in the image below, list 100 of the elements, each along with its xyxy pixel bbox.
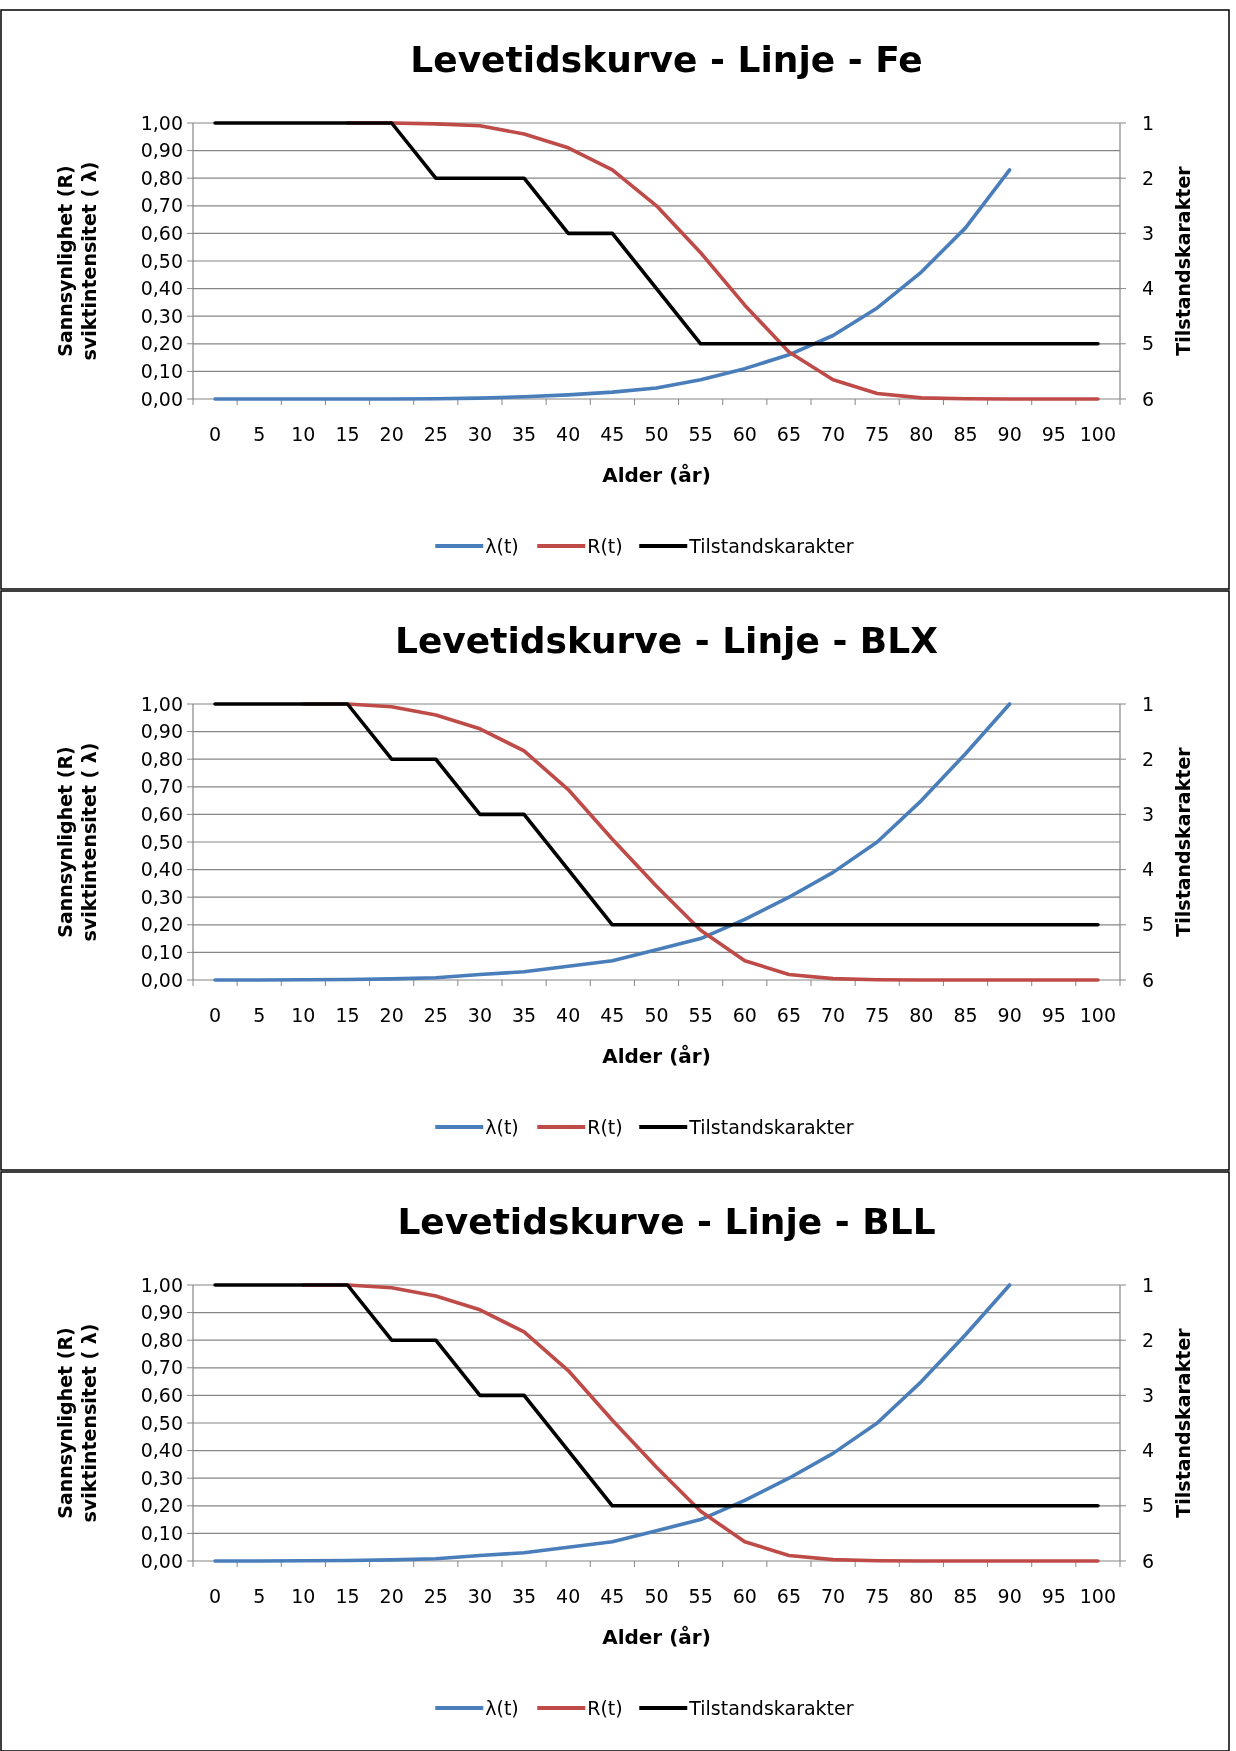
x-tick-label: 100	[1079, 423, 1117, 445]
x-tick-label: 35	[511, 1004, 537, 1026]
y-tick-label: 0,90	[140, 720, 183, 743]
x-tick-label: 5	[253, 1004, 266, 1026]
x-tick-label: 0	[209, 1004, 222, 1026]
x-tick-label: 45	[600, 1004, 625, 1026]
x-tick-label: 25	[423, 423, 448, 445]
legend-label: R(t)	[587, 534, 623, 557]
chart-title: Levetidskurve - Linje - BLX	[394, 620, 939, 661]
line-series	[213, 702, 1012, 982]
y-tick-label: 0,60	[140, 222, 183, 245]
y-tick-label: 0,10	[140, 941, 183, 964]
x-tick-label: 5	[253, 1585, 266, 1607]
y-tick-label: 0,70	[140, 775, 183, 798]
y2-tick-label: 3	[1141, 803, 1155, 826]
x-tick-label: 0	[209, 1585, 222, 1607]
x-tick-label: 35	[511, 423, 537, 445]
line-series	[213, 702, 1100, 927]
x-tick-label: 40	[556, 1004, 581, 1026]
y-tick-label: 0,30	[140, 304, 183, 327]
x-tick-label: 15	[335, 423, 360, 445]
x-tick-label: 25	[423, 1585, 448, 1607]
y2-axis-title: Tilstandskarakter	[1172, 1327, 1194, 1518]
y-tick-label: 0,80	[140, 747, 183, 770]
line-series	[213, 168, 1012, 401]
x-tick-label: 45	[600, 423, 625, 445]
x-tick-label: 65	[776, 1585, 802, 1607]
y-tick-label: 0,80	[140, 166, 183, 189]
x-tick-label: 10	[291, 423, 316, 445]
x-tick-label: 90	[997, 423, 1022, 445]
y2-tick-label: 6	[1141, 968, 1155, 991]
y-tick-label: 0,40	[140, 1439, 183, 1462]
y-tick-label: 0,00	[140, 387, 183, 410]
x-tick-label: 75	[865, 1004, 890, 1026]
line-series	[213, 121, 1100, 346]
x-tick-label: 60	[732, 423, 757, 445]
y-axis-title: Sannsynlighet (R) sviktintensitet ( λ)	[54, 742, 100, 942]
x-tick-label: 80	[909, 1004, 934, 1026]
x-tick-label: 95	[1041, 1004, 1066, 1026]
line-series	[213, 1283, 1100, 1508]
y2-tick-label: 3	[1141, 222, 1155, 245]
y-tick-label: 0,90	[140, 1301, 183, 1324]
x-tick-label: 90	[997, 1004, 1022, 1026]
y-tick-label: 0,90	[140, 139, 183, 162]
legend-label: λ(t)	[485, 1696, 519, 1719]
y-tick-label: 0,20	[140, 332, 183, 355]
y-axis-title: Sannsynlighet (R) sviktintensitet ( λ)	[54, 1323, 100, 1523]
x-tick-label: 70	[820, 1004, 846, 1026]
legend-label: R(t)	[587, 1115, 623, 1138]
y2-tick-label: 3	[1141, 1384, 1155, 1407]
y-tick-label: 1,00	[140, 1273, 183, 1296]
y-tick-label: 0,00	[140, 1549, 183, 1572]
y-tick-label: 0,60	[140, 1384, 183, 1407]
y2-tick-label: 5	[1141, 913, 1155, 936]
x-tick-label: 30	[467, 1004, 493, 1026]
x-tick-label: 55	[688, 1585, 713, 1607]
legend-label: Tilstandskarakter	[688, 1115, 854, 1138]
y-tick-label: 0,50	[140, 249, 183, 272]
x-tick-label: 55	[688, 1004, 713, 1026]
y-tick-label: 0,00	[140, 968, 183, 991]
y2-tick-label: 1	[1141, 1273, 1155, 1296]
x-tick-label: 100	[1079, 1585, 1117, 1607]
x-tick-label: 85	[953, 423, 978, 445]
x-tick-label: 95	[1041, 1585, 1066, 1607]
legend-label: R(t)	[587, 1696, 623, 1719]
x-tick-label: 75	[865, 423, 890, 445]
y-tick-label: 0,50	[140, 830, 183, 853]
x-tick-label: 60	[732, 1004, 757, 1026]
y2-tick-label: 1	[1141, 111, 1155, 134]
x-tick-label: 20	[379, 423, 404, 445]
x-tick-label: 40	[556, 1585, 581, 1607]
legend-label: Tilstandskarakter	[688, 1696, 854, 1719]
x-tick-label: 30	[467, 1585, 493, 1607]
x-tick-label: 30	[467, 423, 493, 445]
y2-tick-label: 6	[1141, 1549, 1155, 1572]
x-tick-label: 65	[776, 423, 802, 445]
y-tick-label: 0,20	[140, 1494, 183, 1517]
y-tick-label: 0,50	[140, 1411, 183, 1434]
x-tick-label: 80	[909, 423, 934, 445]
x-tick-label: 50	[644, 1585, 669, 1607]
x-tick-label: 80	[909, 1585, 934, 1607]
chart-title: Levetidskurve - Linje - BLL	[397, 1201, 936, 1242]
x-tick-label: 10	[291, 1585, 316, 1607]
y2-tick-label: 4	[1141, 858, 1155, 881]
x-tick-label: 35	[511, 1585, 537, 1607]
x-tick-label: 60	[732, 1585, 757, 1607]
y-tick-label: 0,30	[140, 885, 183, 908]
chart-title: Levetidskurve - Linje - Fe	[410, 39, 923, 80]
y2-tick-label: 5	[1141, 332, 1155, 355]
y-axis-title: Sannsynlighet (R) sviktintensitet ( λ)	[54, 161, 100, 361]
y2-tick-label: 1	[1141, 692, 1155, 715]
y-tick-label: 0,30	[140, 1466, 183, 1489]
x-tick-label: 70	[820, 423, 846, 445]
y-tick-label: 0,80	[140, 1328, 183, 1351]
x-axis-title: Alder (år)	[602, 463, 711, 487]
x-tick-label: 85	[953, 1004, 978, 1026]
x-axis-title: Alder (år)	[602, 1044, 711, 1068]
legend-label: λ(t)	[485, 534, 519, 557]
x-tick-label: 65	[776, 1004, 802, 1026]
x-tick-label: 5	[253, 423, 266, 445]
